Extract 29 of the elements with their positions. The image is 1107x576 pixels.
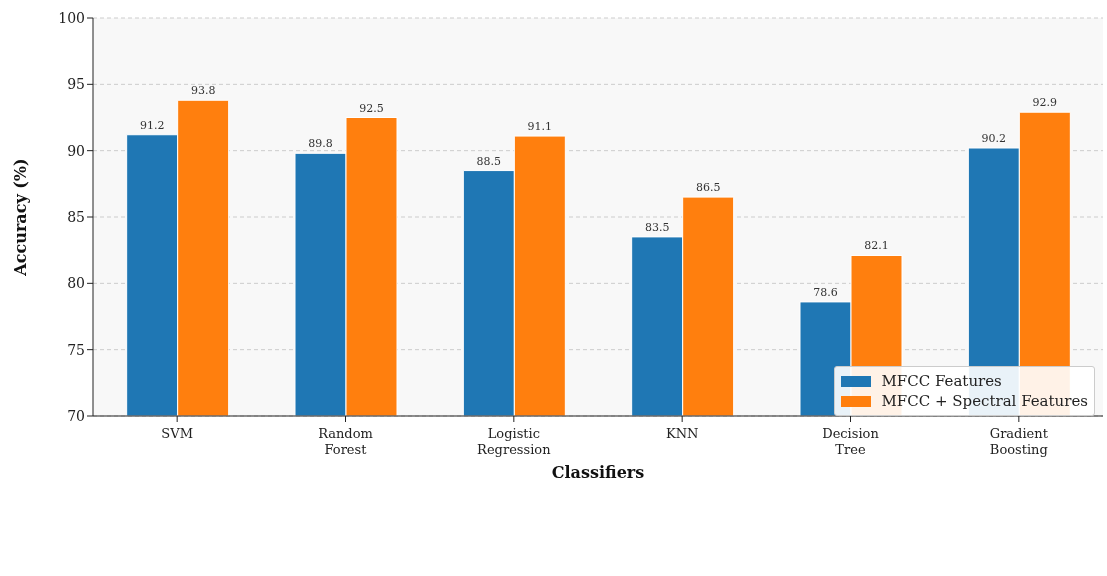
- y-axis-title: Accuracy (%): [10, 158, 30, 277]
- x-axis-title: Classifiers: [551, 463, 645, 482]
- legend-label: MFCC + Spectral Features: [881, 392, 1088, 410]
- y-tick-label: 80: [67, 275, 85, 292]
- y-tick-label: 70: [67, 407, 85, 424]
- y-tick-label: 75: [67, 341, 85, 358]
- x-tick-label: Random Forest: [318, 426, 373, 457]
- x-tick-label: SVM: [161, 426, 193, 441]
- data-label: 88.5: [476, 154, 502, 168]
- data-label: 92.9: [1032, 96, 1058, 110]
- data-label: 92.5: [359, 101, 384, 115]
- x-tick-label: Decision Tree: [822, 426, 880, 457]
- y-tick-label: 100: [58, 9, 85, 26]
- y-tick-label: 90: [67, 142, 85, 159]
- y-tick-label: 95: [67, 76, 85, 93]
- data-label: 91.1: [527, 120, 553, 134]
- data-label: 90.2: [981, 132, 1007, 146]
- legend-label: MFCC Features: [881, 372, 1002, 390]
- y-tick-label: 85: [67, 208, 85, 225]
- data-label: 78.6: [813, 285, 838, 299]
- x-tick-label: Gradient Boosting: [989, 426, 1049, 457]
- data-label: 83.5: [644, 220, 670, 234]
- data-label: 82.1: [864, 239, 889, 253]
- data-label: 91.2: [139, 118, 165, 132]
- data-label: 89.8: [308, 137, 333, 151]
- data-label: 93.8: [190, 84, 216, 98]
- x-tick-label: Logistic Regression: [477, 426, 552, 457]
- x-tick-label: KNN: [665, 426, 699, 441]
- data-label: 86.5: [695, 181, 721, 195]
